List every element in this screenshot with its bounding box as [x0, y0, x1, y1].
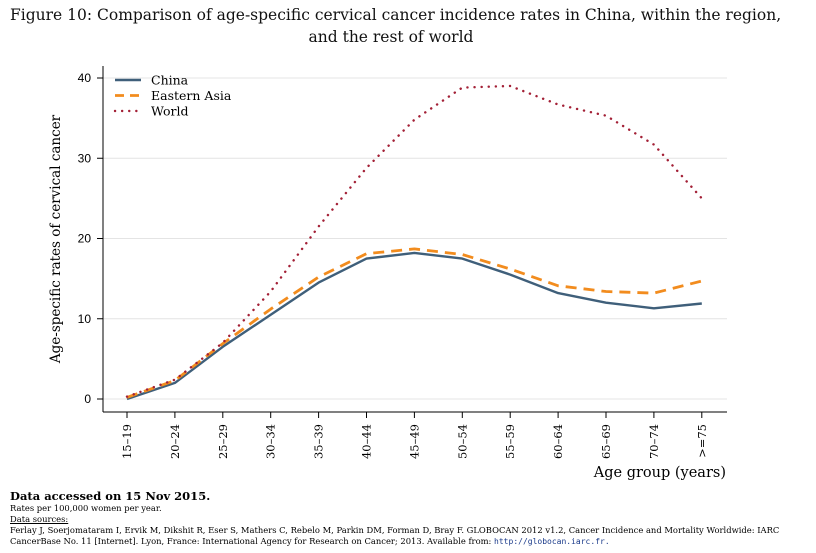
y-tick-label: 40	[78, 71, 92, 85]
y-tick-label: 10	[78, 312, 92, 326]
rates-note: Rates per 100,000 women per year.	[10, 503, 162, 513]
x-tick-label: 70–74	[647, 424, 661, 459]
legend-label: China	[151, 73, 189, 88]
series-line-eastern-asia	[126, 247, 703, 399]
source-citation-text: CancerBase No. 11 [Internet]. Lyon, Fran…	[10, 536, 495, 546]
y-tick-label: 0	[84, 392, 91, 406]
x-tick-label: 25–29	[216, 424, 230, 459]
x-tick-label: 50–54	[455, 424, 469, 459]
chart: 0 10 20 30 40 15–19 20–24 25–29 30–34 35–39 40–44 4…	[48, 66, 727, 481]
footer: Data accessed on 15 Nov 2015. Rates per …	[10, 489, 814, 547]
figure-title-line2: and the rest of world	[308, 28, 474, 46]
x-tick-label: 35–39	[312, 424, 326, 459]
figure-title-line1: Figure 10: Comparison of age-specific ce…	[10, 6, 782, 24]
series-line-world	[125, 84, 703, 398]
x-tick-label: 65–69	[599, 424, 613, 459]
data-sources-label: Data sources:	[10, 514, 69, 524]
legend-label: Eastern Asia	[151, 88, 232, 103]
x-tick-label: 30–34	[264, 424, 278, 459]
legend-label: World	[151, 104, 189, 119]
y-tick-label: 20	[78, 232, 92, 246]
source-url-link[interactable]: http://globocan.iarc.fr.	[494, 537, 610, 546]
x-tick-label: >=75	[695, 424, 709, 458]
y-tick-label: 30	[78, 151, 92, 165]
x-axis-title: Age group (years)	[593, 465, 726, 481]
series-line-china	[126, 251, 702, 401]
x-tick-label: 20–24	[168, 424, 182, 459]
source-citation-line1: Ferlay J, Soerjomataram I, Ervik M, Diks…	[10, 525, 780, 535]
data-accessed-note: Data accessed on 15 Nov 2015.	[10, 489, 211, 503]
x-tick-label: 45–49	[407, 424, 421, 459]
x-tick-label: 40–44	[360, 424, 374, 459]
x-tick-label: 60–64	[551, 424, 565, 459]
y-axis-title: Age-specific rates of cervical cancer	[48, 114, 64, 364]
x-tick-label: 15–19	[120, 424, 134, 459]
x-tick-label: 55–59	[503, 424, 517, 459]
source-citation-line2: CancerBase No. 11 [Internet]. Lyon, Fran…	[10, 536, 814, 547]
